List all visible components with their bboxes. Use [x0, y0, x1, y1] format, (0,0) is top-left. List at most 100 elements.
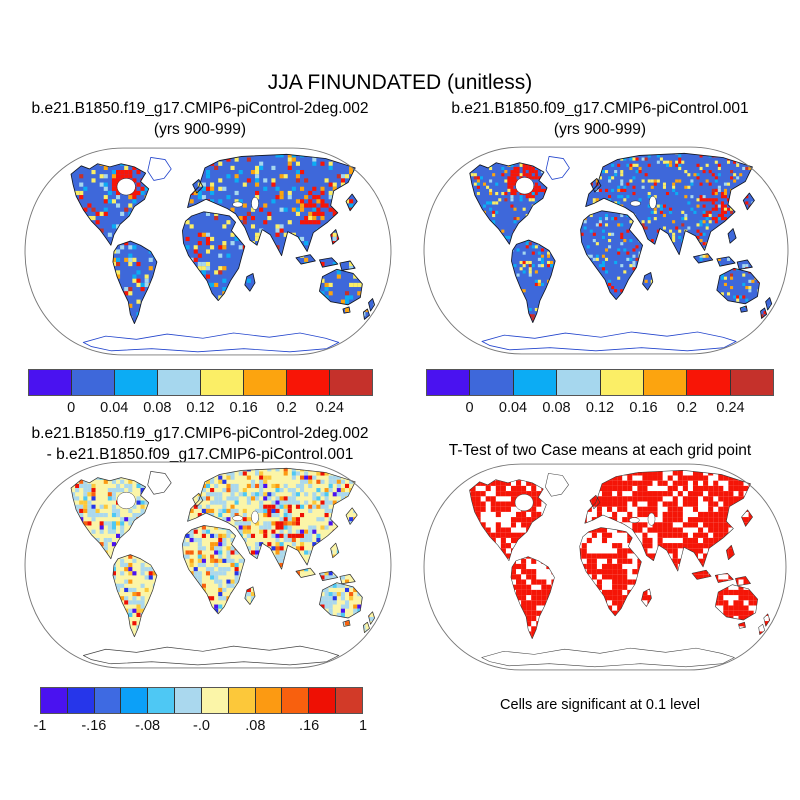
coast-south_america [112, 240, 158, 325]
coast-uk [192, 178, 204, 194]
lakes [116, 491, 259, 524]
colorbar-label: 0.12 [186, 400, 215, 416]
colorbar-label: 0.2 [276, 400, 297, 416]
coast-nz1 [368, 298, 376, 312]
lakes [514, 493, 656, 526]
colorbar-label: 0.2 [676, 400, 698, 416]
colorbar-label: -.08 [135, 718, 161, 734]
blank-land [481, 156, 737, 352]
map-top-left-mean-2deg [24, 147, 392, 356]
colorbar-labels: 0 0.04 0.08 0.12 0.16 0.2 0.24 [28, 400, 373, 418]
coast-tasmania [342, 619, 351, 627]
land-base-fill [469, 153, 772, 323]
coast-nz1 [763, 613, 771, 627]
colorbar-label: 0.16 [229, 400, 258, 416]
coast-south_america [511, 239, 556, 324]
coast-africa [579, 527, 642, 617]
colorbar-strip [40, 687, 363, 714]
coast-tasmania [342, 306, 351, 314]
coast-indonesia2 [714, 572, 734, 583]
black-sea [232, 515, 243, 522]
colorbar-label: 0.04 [100, 400, 129, 416]
coast-philippines [726, 544, 735, 561]
coast-uk [192, 492, 204, 508]
black-sea [232, 201, 243, 208]
coast-indonesia1 [691, 569, 712, 580]
projection-outline [24, 461, 392, 669]
coast-indonesia2 [716, 256, 736, 267]
coast-japan [742, 192, 755, 211]
coast-uk [589, 494, 601, 510]
panel-title-top-left: b.e21.B1850.f19_g17.CMIP6-piControl-2deg… [0, 98, 406, 140]
lakes [116, 178, 259, 210]
colorbar-cell [158, 370, 201, 395]
coastlines [70, 467, 375, 638]
significance-note: Cells are significant at 0.1 level [500, 697, 700, 713]
land-antarctica [481, 331, 737, 352]
colorbar-strip [28, 369, 373, 396]
panel-title-line1: b.e21.B1850.f19_g17.CMIP6-piControl-2deg… [31, 425, 369, 442]
map-top-right-mean-1deg [423, 146, 789, 355]
colorbar-labels: 0 0.04 0.08 0.12 0.16 0.2 0.24 [426, 400, 774, 418]
projection-outline [24, 147, 392, 356]
land-antarctica [82, 332, 340, 353]
black-sea [629, 517, 640, 524]
coast-indonesia1 [693, 253, 714, 264]
coast-madagascar [642, 272, 654, 291]
coast-new_guinea [735, 576, 751, 587]
coast-japan [345, 193, 358, 212]
hudson-bay [116, 178, 136, 196]
coast-north_america [70, 163, 150, 246]
colorbar-mean-left: 0 0.04 0.08 0.12 0.16 0.2 0.24 [28, 369, 373, 418]
coast-africa [182, 211, 246, 302]
colorbar-cell [330, 370, 372, 395]
caspian-sea [251, 196, 259, 210]
land-greenland [545, 156, 570, 180]
land-eurasia [585, 153, 753, 255]
colorbar-cell [557, 370, 601, 395]
coast-philippines [727, 228, 737, 244]
coast-north_america [469, 479, 547, 562]
coast-new_guinea [339, 260, 356, 271]
colorbar-label: 0.04 [498, 400, 528, 416]
blank-land [82, 471, 340, 666]
colorbar-cell [67, 688, 95, 713]
colorbar-mean-right: 0 0.04 0.08 0.12 0.16 0.2 0.24 [426, 369, 774, 418]
coast-japan [741, 509, 753, 527]
panel-title-line2: (yrs 900-999) [153, 121, 247, 138]
colorbar-label: 0.16 [629, 400, 658, 416]
coast-new_guinea [736, 259, 753, 270]
colorbar-label: -.0 [193, 718, 210, 734]
coast-uk [590, 177, 602, 193]
caspian-sea [648, 195, 657, 209]
coast-philippines [330, 542, 340, 559]
coast-tasmania [738, 621, 746, 629]
colorbar-cell [228, 688, 256, 713]
coastlines [469, 152, 773, 324]
colorbar-cell [282, 688, 310, 713]
coast-south_america [112, 554, 158, 638]
coast-nz2 [363, 621, 370, 633]
colorbar-label: .08 [245, 718, 266, 734]
colorbar-label: 0 [465, 400, 474, 416]
caspian-sea [251, 510, 259, 524]
colorbar-cell [201, 370, 244, 395]
colorbar-label: 0.12 [585, 400, 615, 416]
colorbar-cell [121, 688, 149, 713]
coast-indonesia2 [319, 257, 339, 268]
coast-nz2 [760, 307, 768, 319]
lakes [515, 177, 657, 209]
land-greenland [147, 157, 172, 181]
blank-land [481, 473, 735, 668]
coast-japan [345, 507, 358, 525]
colorbar-difference: -1 -.16 -.08 -.0 .08 .16 1 [34, 687, 367, 736]
coast-eurasia [585, 152, 753, 256]
land-south_america [511, 240, 556, 323]
coast-africa [182, 525, 246, 615]
colorbar-cell [41, 688, 68, 713]
colorbar-cell [470, 370, 514, 395]
panel-title-bottom-right: T-Test of two Case means at each grid po… [400, 440, 800, 461]
colorbar-cell [72, 370, 115, 395]
colorbar-cell [730, 370, 773, 395]
